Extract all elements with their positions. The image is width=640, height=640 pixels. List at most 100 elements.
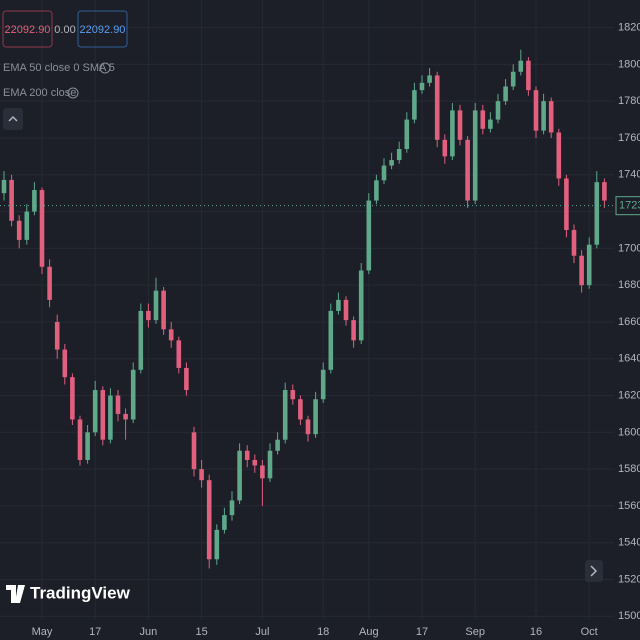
candle-body (9, 179, 14, 221)
x-tick-label: May (32, 626, 53, 638)
y-tick-label: 16200 (618, 389, 640, 401)
x-tick-label: Jun (140, 626, 158, 638)
y-tick-label: 17800 (618, 95, 640, 107)
y-tick-label: 15800 (618, 463, 640, 475)
ask-box[interactable] (77, 10, 128, 48)
bid-price: 22092.90 (5, 24, 51, 36)
x-tick-label: 15 (195, 626, 207, 638)
candle-body (176, 340, 182, 368)
candle-body (70, 377, 75, 420)
candle-body (39, 190, 45, 267)
y-tick-label: 17000 (618, 242, 640, 254)
candle-body (586, 244, 592, 286)
candle-body (100, 390, 106, 440)
collapse-button[interactable] (3, 108, 23, 130)
candle-body (381, 165, 387, 181)
bid-box[interactable] (2, 10, 53, 48)
x-tick-label: Oct (581, 626, 598, 638)
y-tick-label: 17400 (618, 169, 640, 181)
candle-body (396, 149, 402, 161)
candle-body (510, 71, 516, 87)
candle-body (320, 369, 326, 400)
x-tick-label: 17 (89, 626, 101, 638)
ask-price: 22092.90 (80, 24, 126, 36)
candle-body (495, 101, 501, 120)
candle-body (206, 480, 212, 560)
x-tick-label: 16 (530, 626, 542, 638)
candle-body (328, 310, 334, 370)
y-tick-label: 16800 (618, 279, 640, 291)
x-axis: May 17 Jun 15 Jul 18 Aug 17 Sep 16 Oct (32, 626, 598, 638)
y-axis: 15000 15200 15400 15600 15800 16000 16200 16400… (0, 22, 640, 622)
candle-body (412, 90, 417, 120)
logo-icon (6, 585, 25, 603)
candle-body (237, 450, 242, 501)
y-tick-label: 15400 (618, 537, 640, 549)
y-tick-label: 15200 (618, 573, 640, 585)
candle-body (366, 200, 372, 271)
candle-body (548, 101, 554, 133)
candle-body (389, 160, 394, 166)
candle-body (579, 255, 584, 286)
candles (1, 49, 607, 569)
candle-body (533, 90, 539, 131)
candle-body (123, 413, 128, 420)
candle-body (602, 182, 607, 201)
candle-body (480, 110, 486, 129)
scroll-icon (590, 565, 598, 577)
candle-body (275, 439, 280, 451)
candle-body (92, 390, 98, 433)
candle-body (427, 75, 432, 83)
indicator-legend[interactable]: EMA 50 close 0 SMA 5 (3, 62, 115, 74)
candle-body (199, 469, 204, 481)
scroll-to-latest-button[interactable] (585, 560, 603, 582)
candle-body (556, 132, 562, 179)
y-tick-label: 18000 (618, 58, 640, 70)
candle-body (541, 101, 546, 131)
candle-body (153, 290, 159, 321)
y-tick-label: 15600 (618, 500, 640, 512)
candle-body (267, 450, 273, 479)
candle-body (24, 211, 30, 240)
candle-body (54, 321, 60, 350)
spread: 0.00 (54, 24, 75, 36)
candle-body (252, 459, 258, 466)
candle-body (146, 310, 151, 321)
candle-body (465, 139, 470, 201)
candle-body (450, 110, 455, 157)
x-tick-label: Aug (359, 626, 379, 638)
indicator-toggle-icon[interactable] (67, 87, 79, 99)
y-tick-label: 18200 (618, 22, 640, 34)
candle-body (1, 179, 7, 194)
candle-body (168, 329, 174, 341)
candle-body (161, 290, 166, 330)
candle-body (343, 299, 349, 321)
candle-body (313, 399, 318, 435)
candle-body (564, 178, 569, 230)
candle-body (184, 367, 189, 391)
indicator-legend[interactable]: EMA 200 close (3, 87, 76, 99)
y-tick-label: 16600 (618, 316, 640, 328)
candle-body (62, 349, 68, 378)
candle-body (115, 395, 121, 414)
candle-body (290, 390, 296, 400)
candle-body (404, 119, 410, 150)
x-tick-label: Jul (255, 626, 269, 638)
candle-body (594, 182, 600, 245)
candle-body (138, 310, 144, 370)
indicator-toggle-icon[interactable] (99, 62, 111, 74)
candle-body (244, 450, 250, 460)
candle-body (85, 432, 90, 460)
candle-body (32, 190, 37, 212)
candle-body (47, 266, 52, 300)
candle-body (358, 270, 364, 341)
candle-body (457, 110, 463, 140)
candle-body (503, 86, 508, 102)
candle-body (434, 75, 440, 140)
x-tick-label: Sep (465, 626, 485, 638)
x-tick-label: 18 (317, 626, 329, 638)
candle-body (214, 529, 220, 560)
candle-body (526, 60, 531, 91)
